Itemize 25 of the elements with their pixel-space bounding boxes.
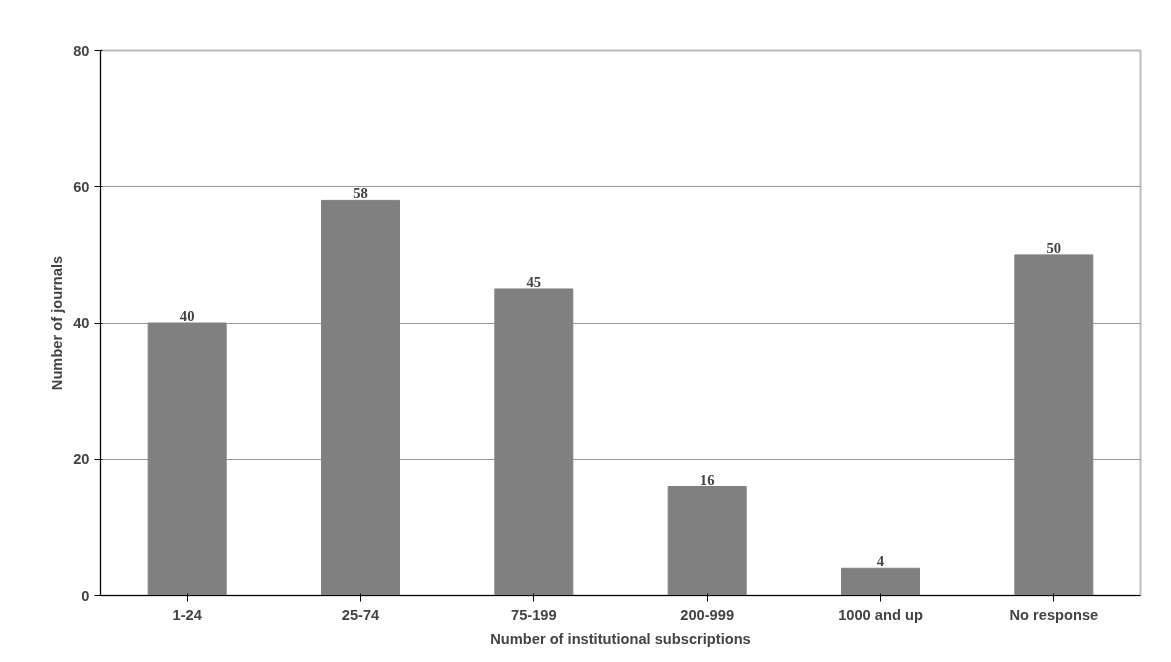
data-label: 58 — [353, 185, 368, 202]
bar — [147, 322, 227, 596]
x-tick-label: 1-24 — [172, 606, 203, 623]
x-tick-label: 75-199 — [511, 606, 557, 623]
y-tick-label: 60 — [73, 178, 90, 195]
x-axis-title: Number of institutional subscriptions — [490, 630, 751, 647]
bar — [841, 567, 920, 596]
x-tick-label: No response — [1009, 606, 1099, 623]
x-tick-label: 25-74 — [341, 606, 381, 623]
data-label: 50 — [1046, 239, 1062, 256]
y-tick-label: 0 — [81, 587, 90, 604]
y-axis-title: Number of journals — [49, 255, 66, 391]
x-tick-label: 1000 and up — [838, 606, 923, 623]
bar — [667, 486, 747, 596]
bar — [321, 199, 400, 596]
y-tick-label: 40 — [73, 315, 90, 331]
data-label: 16 — [699, 471, 715, 488]
y-tick-label: 80 — [73, 42, 90, 59]
data-label: 45 — [526, 273, 542, 290]
bar — [1014, 254, 1094, 596]
x-tick-label: 200-999 — [680, 606, 735, 623]
data-label: 4 — [876, 553, 885, 570]
data-label: 40 — [179, 308, 195, 324]
bar — [494, 288, 574, 596]
y-tick-label: 20 — [73, 451, 90, 468]
